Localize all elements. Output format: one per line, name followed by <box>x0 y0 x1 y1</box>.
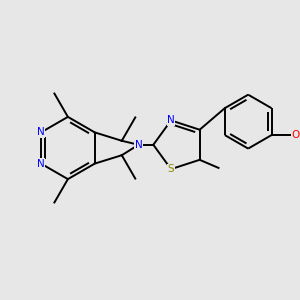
Text: N: N <box>37 159 45 169</box>
Text: O: O <box>292 130 300 140</box>
Text: S: S <box>168 164 174 174</box>
Text: N: N <box>167 116 175 125</box>
Text: N: N <box>135 140 142 150</box>
Text: N: N <box>37 128 45 137</box>
